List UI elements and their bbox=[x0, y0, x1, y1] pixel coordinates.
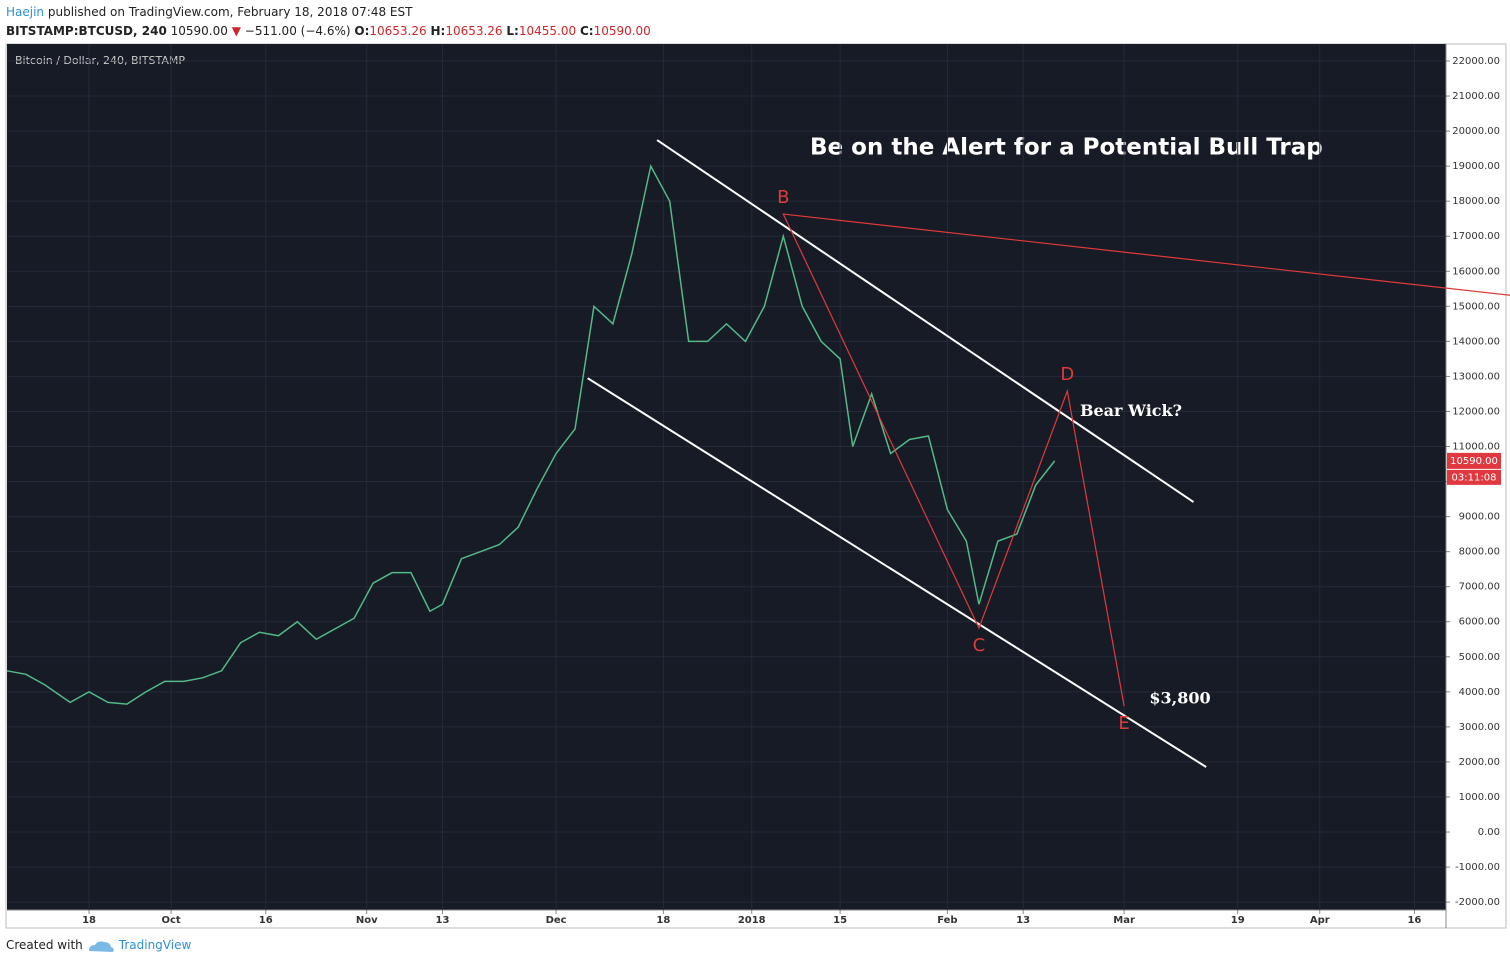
x-tick-label: 13 bbox=[1016, 915, 1030, 926]
y-tick-label: 4000.00 bbox=[1459, 687, 1500, 698]
y-tick-label: 8000.00 bbox=[1459, 547, 1500, 558]
published: published on TradingView.com, February 1… bbox=[47, 5, 413, 19]
y-tick-label: 12000.00 bbox=[1452, 406, 1500, 417]
author[interactable]: Haejin bbox=[6, 5, 45, 19]
price-tag-label: 10590.00 bbox=[1450, 456, 1498, 467]
y-tick-label: 6000.00 bbox=[1459, 617, 1500, 628]
x-tick-label: 18 bbox=[656, 915, 670, 926]
footer: Created with TradingView bbox=[6, 938, 191, 952]
y-tick-label: 16000.00 bbox=[1452, 266, 1500, 277]
header: Haejin published on TradingView.com, Feb… bbox=[6, 3, 651, 41]
y-tick-label: -1000.00 bbox=[1455, 862, 1500, 873]
annotation: $3,800 bbox=[1149, 688, 1210, 707]
created: Created with bbox=[6, 938, 83, 952]
chart: Bitcoin / Dollar, 240, BITSTAMP Be on th… bbox=[5, 43, 1510, 929]
countdown-bg bbox=[1447, 469, 1501, 485]
channel-line bbox=[656, 139, 1195, 503]
y-tick-label: 9000.00 bbox=[1459, 512, 1500, 523]
x-tick-label: Feb bbox=[937, 915, 957, 926]
y-tick-label: 2000.00 bbox=[1459, 757, 1500, 768]
y-tick-label: 14000.00 bbox=[1452, 336, 1500, 347]
x-tick-label: 16 bbox=[259, 915, 273, 926]
x-tick-label: 16 bbox=[1407, 915, 1421, 926]
pattern-label: D bbox=[1060, 364, 1074, 385]
y-tick-label: -2000.00 bbox=[1455, 897, 1500, 908]
x-tick-label: 13 bbox=[436, 915, 450, 926]
x-tick-label: Dec bbox=[546, 915, 567, 926]
open: 10653.26 bbox=[369, 24, 427, 38]
y-tick-label: 11000.00 bbox=[1452, 442, 1500, 453]
header-line: Haejin published on TradingView.com, Feb… bbox=[6, 3, 651, 22]
l-label: L: bbox=[506, 24, 519, 38]
x-tick-label: Apr bbox=[1310, 915, 1330, 926]
arrow: ▼ bbox=[231, 24, 241, 38]
brand[interactable]: TradingView bbox=[118, 938, 192, 952]
price-line bbox=[6, 163, 1056, 705]
y-tick-label: 0.00 bbox=[1478, 827, 1500, 838]
quote-line: BITSTAMP:BTCUSD, 240 10590.00 ▼ −511.00 … bbox=[6, 22, 651, 41]
y-tick-label: 1000.00 bbox=[1459, 792, 1500, 803]
chart-title: Be on the Alert for a Potential Bull Tra… bbox=[810, 135, 1323, 161]
y-tick-label: 22000.00 bbox=[1452, 56, 1500, 67]
y-tick-label: 21000.00 bbox=[1452, 91, 1500, 102]
y-tick-label: 18000.00 bbox=[1452, 196, 1500, 207]
price-tag bbox=[1447, 452, 1501, 469]
pattern-label: C bbox=[973, 635, 986, 656]
last: 10590.00 bbox=[170, 24, 228, 38]
symbol: BITSTAMP:BTCUSD, 240 bbox=[6, 24, 167, 38]
x-tick-label: 15 bbox=[833, 915, 847, 926]
channel-line bbox=[587, 377, 1207, 768]
x-tick-label: 19 bbox=[1231, 915, 1245, 926]
logo bbox=[89, 941, 114, 952]
y-tick-label: 19000.00 bbox=[1452, 161, 1500, 172]
annotation: Bear Wick? bbox=[1080, 401, 1182, 420]
y-tick-label: 3000.00 bbox=[1459, 722, 1500, 733]
y-tick-label: 17000.00 bbox=[1452, 231, 1500, 242]
change: −511.00 (−4.6%) bbox=[244, 24, 351, 38]
pattern-label: B bbox=[777, 187, 789, 208]
y-tick-label: 20000.00 bbox=[1452, 126, 1500, 137]
x-tick-label: Nov bbox=[356, 915, 378, 926]
x-tick-label: Mar bbox=[1113, 915, 1135, 926]
y-tick-label: 13000.00 bbox=[1452, 371, 1500, 382]
x-tick-label: 18 bbox=[82, 915, 96, 926]
x-tick-label: 2018 bbox=[738, 915, 766, 926]
h-label: H: bbox=[430, 24, 446, 38]
y-tick-label: 5000.00 bbox=[1459, 652, 1500, 663]
countdown: 03:11:08 bbox=[1452, 472, 1497, 483]
x-tick-label: Oct bbox=[161, 915, 180, 926]
pattern-line bbox=[782, 213, 1510, 707]
low: 10455.00 bbox=[518, 24, 577, 38]
y-tick-label: 15000.00 bbox=[1452, 301, 1500, 312]
high: 10653.26 bbox=[445, 24, 503, 38]
pattern-label: E bbox=[1118, 713, 1129, 734]
o-label: O: bbox=[354, 24, 370, 38]
c-label: C: bbox=[579, 24, 594, 38]
plot-area bbox=[7, 44, 1446, 910]
y-tick-label: 7000.00 bbox=[1459, 582, 1500, 593]
close: 10590.00 bbox=[593, 24, 651, 38]
